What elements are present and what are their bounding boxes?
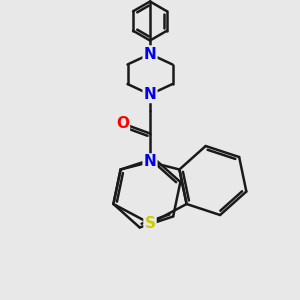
Text: O: O (116, 116, 129, 130)
Text: N: N (144, 46, 156, 62)
Text: S: S (145, 216, 155, 231)
Text: N: N (144, 154, 156, 169)
Text: N: N (144, 87, 156, 102)
